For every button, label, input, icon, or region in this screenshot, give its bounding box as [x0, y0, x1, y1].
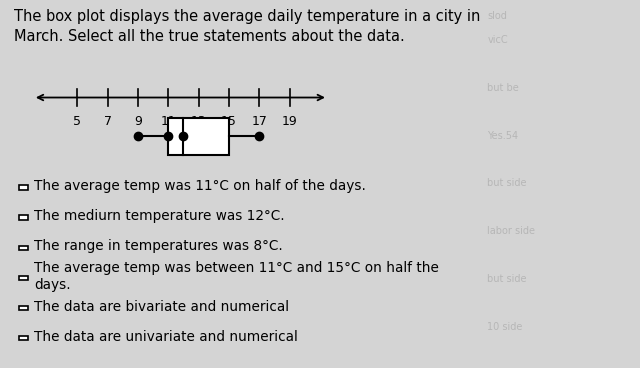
Text: 11: 11 — [161, 115, 176, 128]
Text: but side: but side — [488, 274, 527, 284]
Text: Yes.54: Yes.54 — [488, 131, 518, 141]
Text: 10 side: 10 side — [488, 322, 523, 332]
Bar — [19, 306, 28, 310]
Text: The box plot displays the average daily temperature in a city in
March. Select a: The box plot displays the average daily … — [14, 9, 481, 44]
Bar — [168, 118, 229, 155]
Text: The data are bivariate and numerical: The data are bivariate and numerical — [34, 300, 289, 314]
Bar — [19, 246, 28, 250]
Text: 9: 9 — [134, 115, 142, 128]
Bar — [19, 216, 28, 220]
Bar — [19, 185, 28, 190]
Text: slod: slod — [488, 11, 508, 21]
Bar — [19, 276, 28, 280]
Text: 13: 13 — [191, 115, 207, 128]
Text: The average temp was 11°C on half of the days.: The average temp was 11°C on half of the… — [34, 179, 365, 193]
Text: but be: but be — [488, 83, 519, 93]
Text: 7: 7 — [104, 115, 111, 128]
Text: The average temp was between 11°C and 15°C on half the
days.: The average temp was between 11°C and 15… — [34, 261, 439, 292]
Text: 17: 17 — [252, 115, 267, 128]
Text: 15: 15 — [221, 115, 237, 128]
Text: 19: 19 — [282, 115, 298, 128]
Text: 5: 5 — [74, 115, 81, 128]
Bar — [19, 336, 28, 340]
Text: but side: but side — [488, 178, 527, 188]
Text: labor side: labor side — [488, 226, 535, 236]
Text: vicC: vicC — [488, 35, 508, 45]
Text: The data are univariate and numerical: The data are univariate and numerical — [34, 330, 298, 344]
Text: The range in temperatures was 8°C.: The range in temperatures was 8°C. — [34, 239, 283, 253]
Text: The mediurn temperature was 12°C.: The mediurn temperature was 12°C. — [34, 209, 285, 223]
